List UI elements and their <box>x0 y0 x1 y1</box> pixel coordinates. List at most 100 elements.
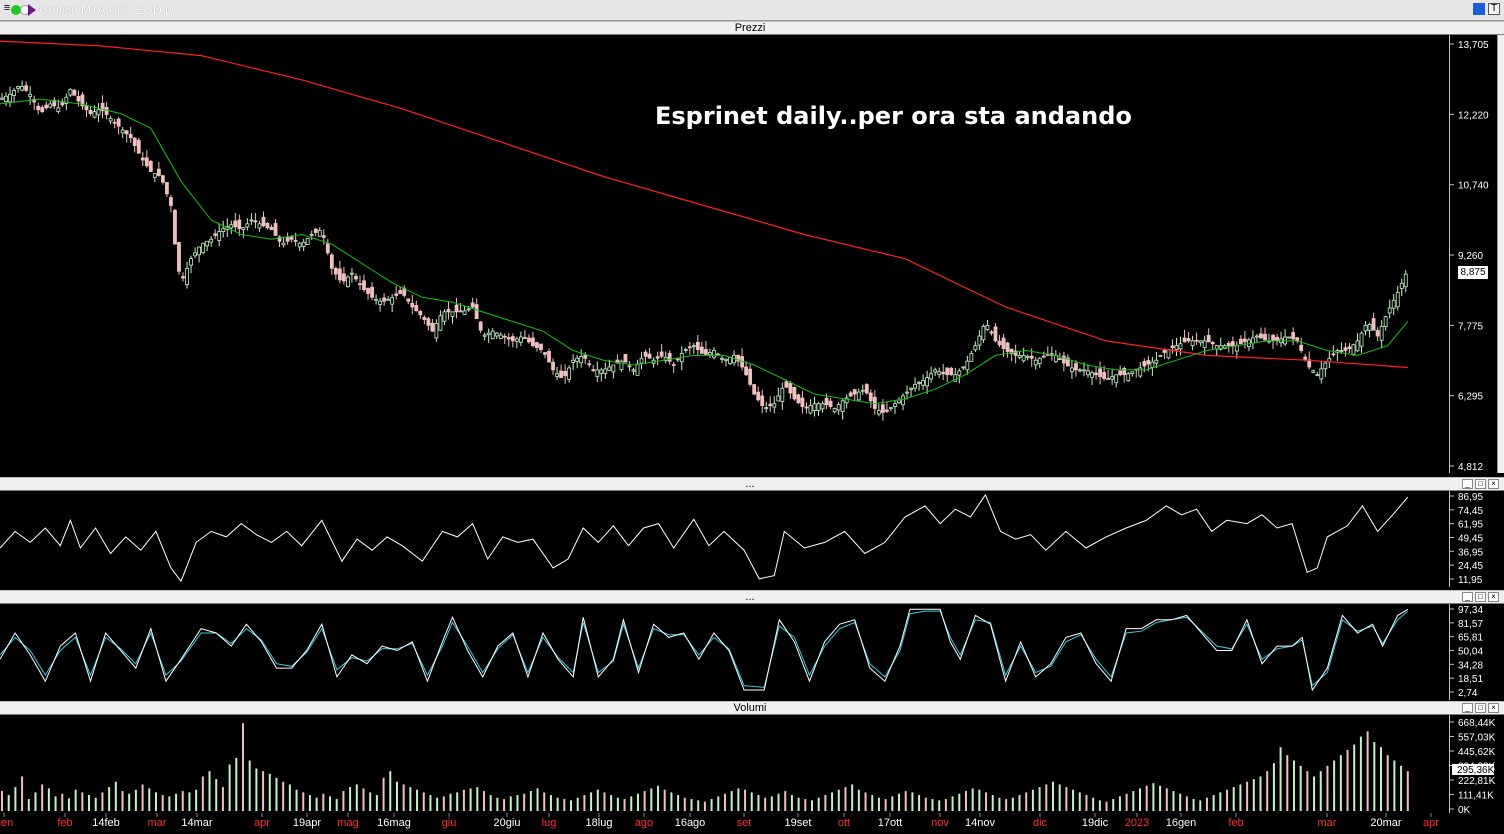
volume-pane-header: Volumi _ □ × <box>0 701 1504 715</box>
candle-body <box>305 237 310 245</box>
x-tick-label: 19set <box>785 817 812 829</box>
rsi-tick-label: 11,95 <box>1458 575 1483 586</box>
candle-body <box>96 109 101 116</box>
rsi-tick-label: 86,95 <box>1458 492 1483 503</box>
candle-body <box>1202 340 1207 348</box>
volume-bar <box>770 796 773 811</box>
volume-bar <box>576 797 579 811</box>
rsi-minimize-button[interactable]: _ <box>1462 479 1473 489</box>
stoch-k-line <box>0 608 1409 692</box>
candle-body <box>671 364 676 366</box>
candle-body <box>1403 273 1408 288</box>
volume-minimize-button[interactable]: _ <box>1462 703 1473 713</box>
volume-bar <box>54 796 57 811</box>
volume-bar <box>67 798 70 811</box>
candle-body <box>76 96 81 102</box>
x-tick-label: feb <box>57 817 72 829</box>
volume-bar <box>516 795 519 811</box>
candle-body <box>1230 341 1235 347</box>
volume-bar <box>737 788 740 811</box>
price-tick-label: 13,705 <box>1458 40 1489 51</box>
volume-bar <box>898 793 901 811</box>
volume-bar <box>1025 792 1028 811</box>
window-title: Grafico MTA.PRT EOD D <box>39 3 174 17</box>
volume-bar <box>978 789 981 811</box>
candle-body <box>108 118 113 122</box>
candle-body <box>828 400 833 408</box>
candle-body <box>438 315 443 331</box>
volume-bar <box>456 792 459 811</box>
candle-body <box>482 334 487 337</box>
volume-bar <box>1226 789 1229 811</box>
candle-body <box>631 369 636 372</box>
price-scrollbar[interactable] <box>1497 35 1504 473</box>
volume-maximize-button[interactable]: □ <box>1475 703 1486 713</box>
candle-body <box>265 222 270 229</box>
candle-body <box>595 369 600 377</box>
candle-body <box>128 134 133 139</box>
stoch-tick-label: 65,81 <box>1458 633 1483 644</box>
stoch-minimize-button[interactable]: _ <box>1462 592 1473 602</box>
candle-body <box>1234 345 1239 352</box>
volume-bar <box>1279 747 1282 811</box>
window-control-t[interactable]: T <box>1488 3 1500 15</box>
last-price-badge: 8,875 <box>1458 266 1488 279</box>
volume-bar <box>1005 799 1008 811</box>
volume-bar <box>730 791 733 811</box>
window-control-blue[interactable] <box>1473 3 1485 15</box>
rsi-maximize-button[interactable]: □ <box>1475 479 1486 489</box>
volume-bar <box>851 784 854 811</box>
price-tick-label: 12,220 <box>1458 110 1489 121</box>
candle-body <box>796 394 801 404</box>
candle-body <box>1387 307 1392 314</box>
volume-bar <box>476 787 479 811</box>
candle-body <box>269 226 274 231</box>
candle-body <box>784 381 789 388</box>
volume-close-button[interactable]: × <box>1488 703 1499 713</box>
candle-body <box>860 389 865 392</box>
stoch-close-button[interactable]: × <box>1488 592 1499 602</box>
candle-body <box>313 228 318 233</box>
volume-bar <box>161 795 164 811</box>
price-axis-line <box>1449 35 1450 473</box>
candle-body <box>615 359 620 364</box>
volume-bar <box>610 795 613 811</box>
play-icon[interactable] <box>28 4 36 16</box>
candle-body <box>209 238 214 243</box>
candle-body <box>249 219 254 222</box>
volume-bar <box>1386 755 1389 811</box>
candle-body <box>442 311 447 322</box>
volume-bar <box>1359 736 1362 811</box>
candle-body <box>1331 353 1336 356</box>
candle-body <box>68 89 73 96</box>
volume-bar <box>690 799 693 811</box>
candle-body <box>1347 346 1352 349</box>
x-tick-label: 16mag <box>377 817 411 829</box>
x-tick-label: giu <box>442 817 457 829</box>
volume-bar <box>777 793 780 811</box>
candle-body <box>233 220 238 228</box>
rsi-pane-title: ... <box>745 478 755 490</box>
x-tick-label: 18lug <box>586 817 613 829</box>
menu-icon[interactable]: ≡ <box>3 2 11 14</box>
volume-bar <box>208 771 211 811</box>
volume-bar <box>1038 787 1041 811</box>
volume-bar <box>168 796 171 811</box>
candle-body <box>100 102 105 112</box>
candle-body <box>205 240 210 247</box>
candle-body <box>724 358 728 361</box>
rsi-close-button[interactable]: × <box>1488 479 1499 489</box>
candle-body <box>748 368 753 385</box>
volume-bar <box>1098 800 1101 811</box>
stoch-maximize-button[interactable]: □ <box>1475 592 1486 602</box>
candle-body <box>253 220 258 223</box>
rsi-axis-line <box>1449 491 1450 587</box>
volume-bar <box>523 793 526 811</box>
candle-body <box>1339 350 1344 352</box>
volume-bar <box>1125 793 1128 811</box>
volume-bar <box>134 789 137 811</box>
x-tick-label: ago <box>635 817 653 829</box>
candle-body <box>1323 362 1328 370</box>
candle-body <box>273 223 278 236</box>
